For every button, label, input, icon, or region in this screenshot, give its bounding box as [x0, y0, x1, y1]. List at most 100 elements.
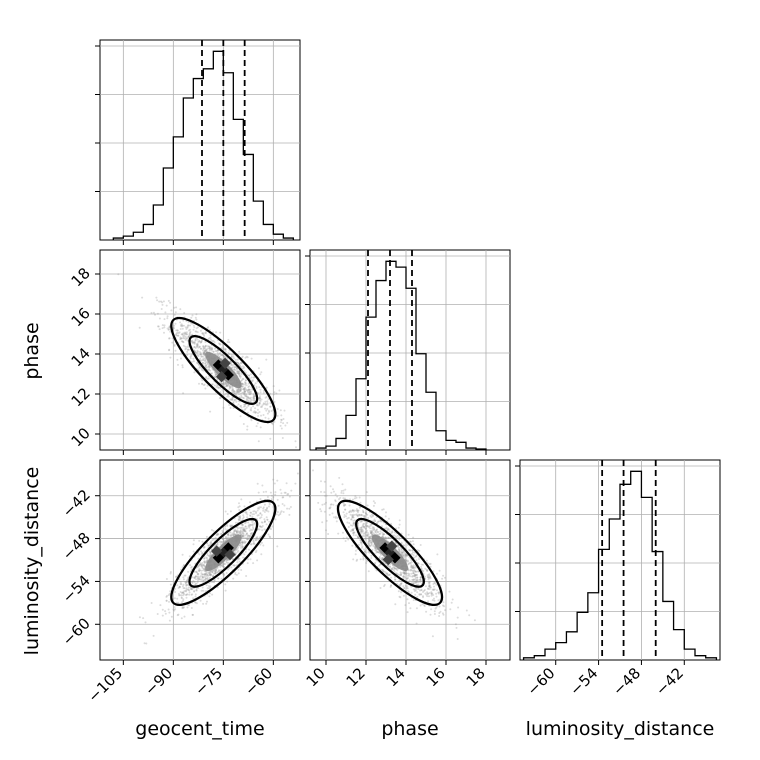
sample-point [423, 589, 425, 592]
sample-point [363, 548, 365, 551]
sample-point [361, 541, 363, 544]
sample-point [414, 578, 416, 581]
sample-point [351, 509, 354, 512]
sample-point [399, 546, 402, 549]
sample-point [172, 608, 175, 611]
sample-point [363, 522, 366, 525]
sample-point [347, 516, 350, 519]
sample-point [370, 531, 373, 534]
sample-point [390, 576, 393, 579]
density-contour-2 [355, 517, 425, 588]
sample-point [247, 374, 250, 377]
sample-point [432, 589, 435, 591]
sample-point [182, 587, 185, 590]
sample-point [366, 534, 369, 537]
sample-point [374, 502, 376, 504]
sample-point [210, 580, 213, 583]
sample-point [352, 532, 355, 534]
sample-point [178, 594, 181, 597]
sample-point [233, 390, 236, 392]
sample-point [410, 569, 413, 572]
sample-point [226, 395, 229, 398]
sample-point [410, 566, 413, 569]
sample-point [223, 381, 226, 384]
sample-point [241, 365, 244, 368]
sample-point [275, 392, 278, 395]
sample-point [353, 509, 356, 512]
sample-point [252, 510, 255, 513]
sample-point [202, 351, 205, 354]
sample-point [279, 513, 282, 516]
sample-point [225, 383, 228, 385]
sample-point [372, 545, 375, 548]
sample-point [201, 573, 204, 576]
sample-point [197, 573, 200, 575]
sample-point [177, 601, 180, 604]
sample-point [220, 540, 223, 543]
sample-point [367, 535, 370, 538]
sample-point [377, 551, 380, 554]
sample-point [191, 339, 194, 342]
sample-point [193, 346, 196, 349]
sample-point [187, 335, 190, 338]
sample-point [245, 532, 248, 535]
sample-point [248, 388, 250, 391]
sample-point [202, 589, 205, 592]
sample-point [205, 348, 208, 351]
sample-point [182, 576, 185, 579]
sample-point [214, 371, 217, 374]
sample-point [252, 398, 255, 401]
sample-point [428, 584, 431, 587]
sample-point [203, 346, 206, 349]
x-tick-label: −90 [141, 664, 176, 699]
sample-point [203, 560, 206, 563]
sample-point [400, 573, 402, 576]
sample-point [238, 509, 241, 511]
sample-point [387, 537, 390, 540]
sample-point [256, 412, 259, 415]
sample-point [182, 335, 185, 338]
sample-point [173, 606, 176, 609]
sample-point [383, 533, 386, 536]
sample-point [412, 551, 414, 554]
sample-point [414, 565, 417, 568]
sample-point [237, 390, 240, 393]
sample-point [227, 532, 230, 535]
sample-point [174, 608, 177, 611]
sample-point [436, 589, 438, 592]
sample-point [321, 521, 324, 524]
sample-point [233, 399, 236, 402]
sample-point [267, 398, 270, 400]
sample-point [235, 394, 237, 396]
sample-point [194, 575, 197, 578]
sample-point [191, 333, 194, 336]
sample-point [187, 324, 189, 327]
sample-point [262, 507, 265, 510]
sample-point [388, 565, 391, 568]
sample-point [338, 476, 341, 479]
sample-point [370, 530, 373, 533]
sample-point [185, 337, 188, 340]
sample-point [397, 545, 399, 548]
sample-point [206, 587, 209, 590]
sample-point [244, 407, 247, 410]
sample-point [223, 562, 226, 565]
sample-point [157, 325, 159, 328]
sample-point [468, 614, 471, 617]
sample-point [360, 528, 363, 531]
sample-point [405, 560, 408, 562]
sample-point [265, 490, 268, 493]
sample-point [387, 527, 390, 530]
sample-point [352, 516, 355, 519]
sample-point [200, 550, 203, 553]
sample-point [246, 390, 249, 393]
sample-point [439, 610, 442, 613]
sample-point [388, 530, 391, 533]
xlabel-phase: phase [381, 718, 438, 740]
sample-point [239, 517, 242, 520]
sample-point [369, 514, 372, 517]
sample-point [203, 350, 206, 353]
sample-point [228, 385, 231, 388]
sample-point [168, 348, 171, 351]
sample-point [202, 569, 205, 572]
